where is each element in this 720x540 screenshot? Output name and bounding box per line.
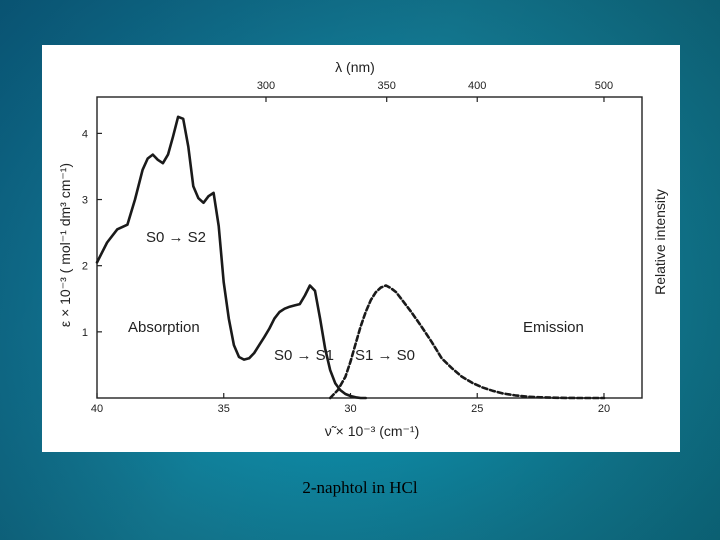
series-layer	[95, 115, 606, 400]
annotation-s0-s2: S0 → S2	[146, 229, 206, 246]
series-absorption-line	[95, 115, 368, 400]
top-tick-label: 350	[378, 80, 396, 92]
y-tick-label: 1	[82, 327, 88, 339]
y-tick-label: 3	[82, 195, 88, 207]
annotation-absorption: Absorption	[128, 319, 200, 336]
right-axis-title: Relative intensity	[652, 189, 668, 295]
ticks-layer: 40 35 30 25 20 300 350 400 500 1 2 3 4	[82, 80, 613, 415]
annotation-s0-s1: S0 → S1	[274, 347, 334, 364]
spectrum-chart: 40 35 30 25 20 300 350 400 500 1 2 3 4 λ (nm) ν̃ × 1…	[57, 59, 668, 439]
bottom-tick-label: 40	[91, 403, 103, 415]
plot-frame	[96, 96, 643, 399]
left-axis-title: ε × 10⁻³ ( mol⁻¹ dm³ cm⁻¹)	[57, 163, 73, 327]
top-axis-title: λ (nm)	[335, 59, 375, 75]
top-tick-label: 300	[257, 80, 275, 92]
bottom-tick-label: 35	[218, 403, 230, 415]
bottom-tick-label: 20	[598, 403, 610, 415]
bottom-tick-label: 30	[344, 403, 356, 415]
y-tick-label: 4	[82, 128, 88, 140]
top-tick-label: 400	[468, 80, 486, 92]
slide-caption: 2-naphtol in HCl	[302, 478, 418, 497]
annotation-s1-s0: S1 → S0	[355, 347, 415, 364]
bottom-axis-title: ν̃ × 10⁻³ (cm⁻¹)	[325, 423, 420, 439]
series-emission-line	[328, 284, 606, 400]
annotation-emission: Emission	[523, 319, 584, 336]
y-tick-label: 2	[82, 261, 88, 273]
figure-panel: 40 35 30 25 20 300 350 400 500 1 2 3 4 λ (nm) ν̃ × 1…	[42, 45, 680, 452]
top-tick-label: 500	[595, 80, 613, 92]
bottom-tick-label: 25	[471, 403, 483, 415]
